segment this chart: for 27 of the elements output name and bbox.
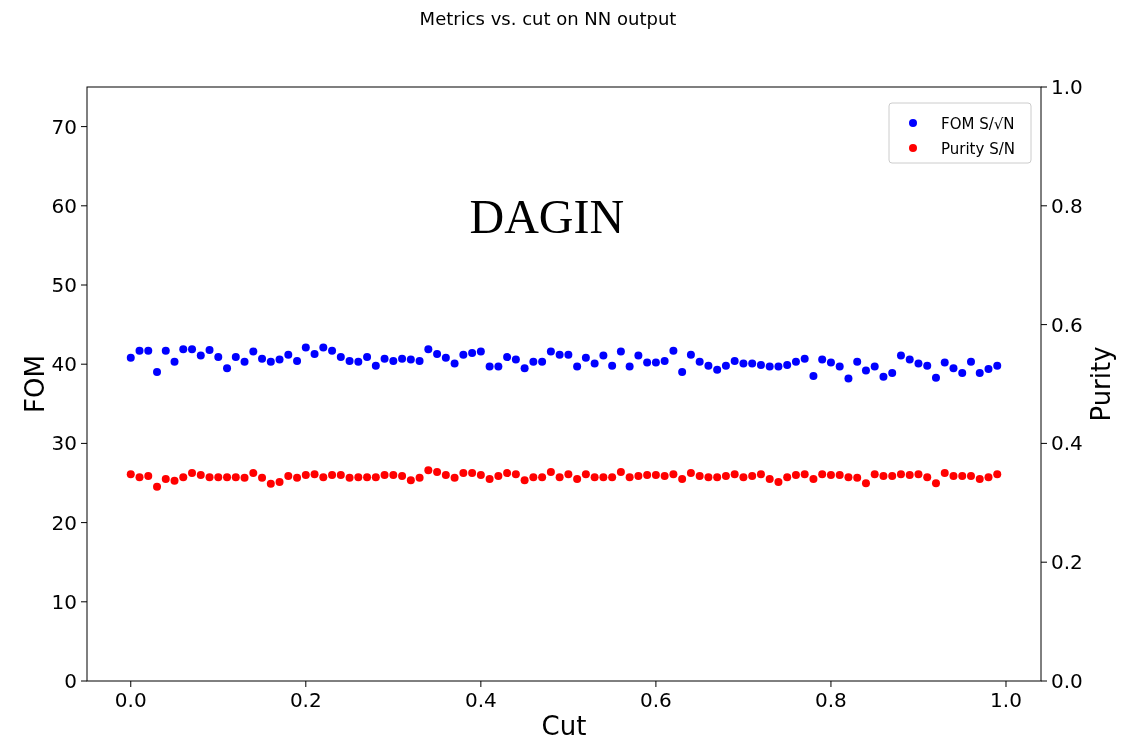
y-axis-title: FOM [20,355,50,413]
y-tick-label: 0 [64,669,77,693]
y-tick-label: 30 [51,431,77,456]
y-tick-label: 60 [51,193,77,218]
y-tick-label: 50 [51,273,77,297]
x-tick-label: 1.0 [990,688,1022,712]
y2-tick-label: 0.2 [1051,550,1083,575]
y2-tick-label: 0.6 [1051,312,1083,337]
annotation: DAGIN [469,189,625,243]
y2-tick-label: 0.8 [1051,193,1083,218]
y2-tick-label: 0.4 [1051,431,1083,456]
x-axis-title: Cut [541,711,587,741]
x-tick-label: 0.4 [464,688,497,712]
y2-tick-label: 1.0 [1051,75,1083,99]
x-tick-label: 0.8 [815,688,847,712]
x-tick-label: 0.0 [114,688,147,712]
y2-axis-title: Purity [1086,346,1116,422]
y2-tick-label: 0.0 [1051,669,1083,693]
y-tick-label: 40 [51,352,77,377]
legend-label: FOM S/√N [941,115,1015,133]
x-tick-label: 0.6 [639,688,672,712]
x-tick-label: 0.2 [289,688,322,712]
y-tick-label: 10 [51,589,77,614]
y-tick-label: 20 [51,510,77,535]
y-tick-label: 70 [51,114,77,139]
chart-title: Metrics vs. cut on NN output [419,8,677,29]
legend-label: Purity S/N [941,140,1015,158]
